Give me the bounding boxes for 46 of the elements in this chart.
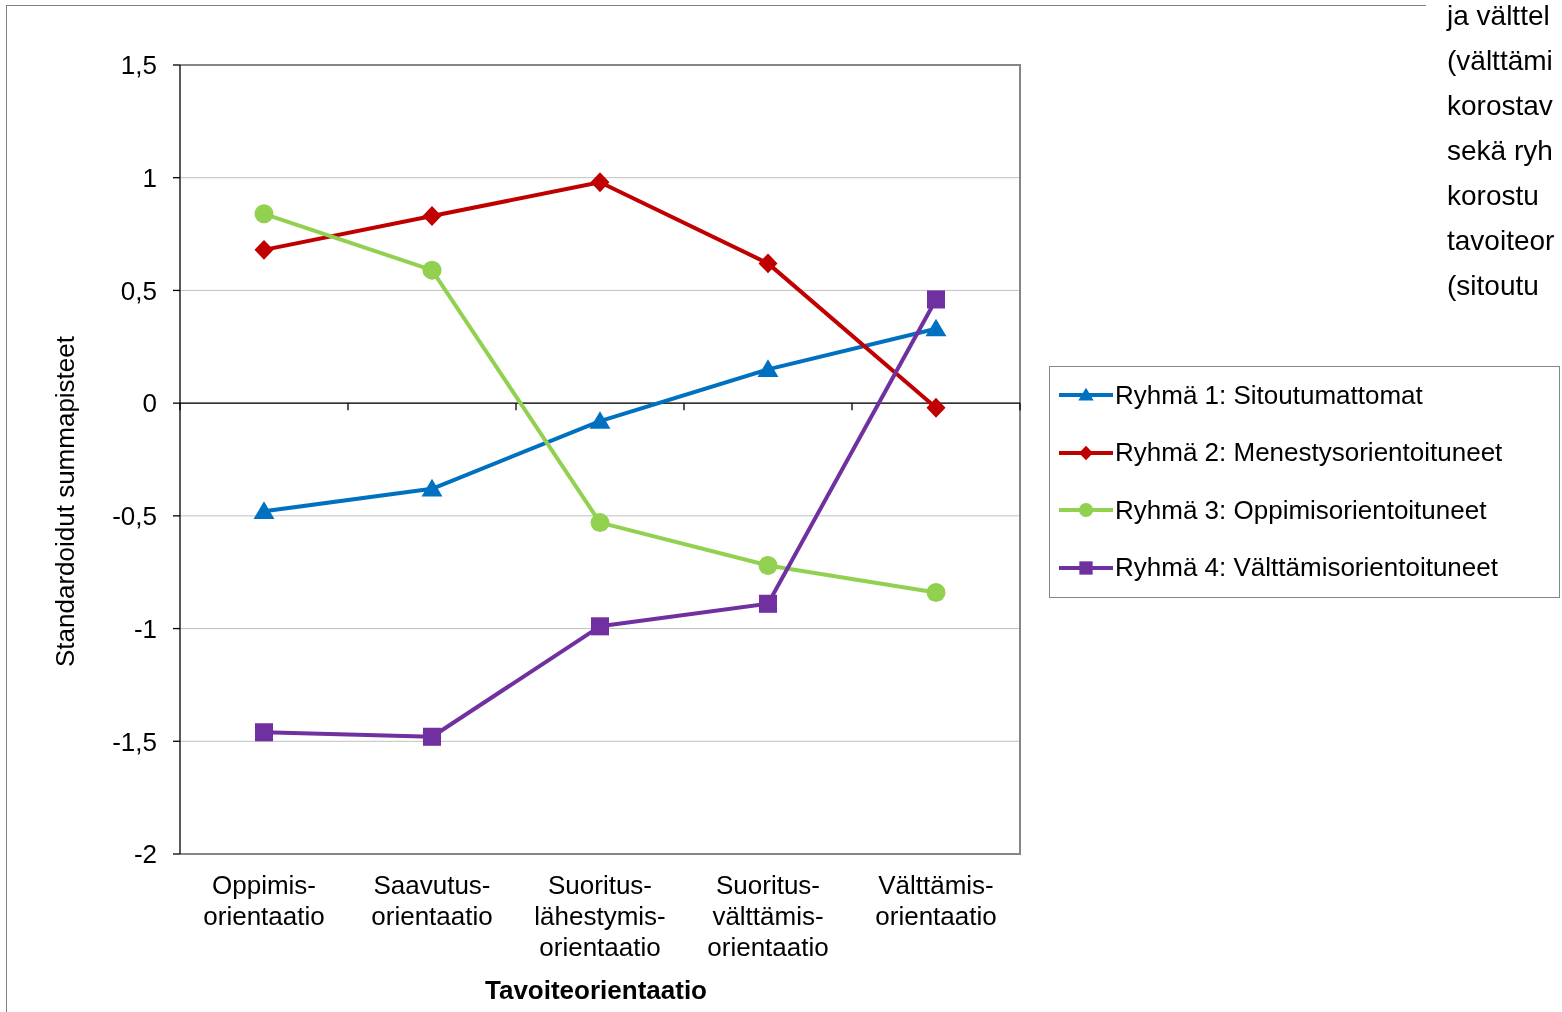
y-tick-label: -1: [133, 613, 157, 644]
point: [590, 172, 610, 193]
point: [925, 318, 947, 337]
x-tick-label: Suoritus-lähestymis-orientaatio: [534, 870, 666, 962]
point: [254, 239, 274, 260]
text: ja välttel: [1447, 0, 1550, 33]
point: [758, 594, 778, 613]
point: [421, 478, 443, 497]
point: [253, 501, 275, 519]
y-axis-title: Standardoidut summapisteet: [50, 335, 80, 667]
text: korostu: [1447, 179, 1539, 213]
text: (sitoutu: [1447, 269, 1539, 303]
point: [926, 397, 946, 418]
point: [758, 253, 778, 274]
point: [590, 617, 610, 636]
y-tick-label: 0: [142, 388, 157, 419]
point: [422, 206, 442, 227]
legend-label: Ryhmä 4: Välttämisorientoituneet: [1115, 552, 1498, 584]
point: [926, 290, 946, 309]
point: [254, 723, 274, 742]
point: [589, 411, 611, 429]
point: [758, 555, 778, 575]
legend-label: Ryhmä 1: Sitoutumattomat: [1115, 379, 1423, 411]
y-tick-label: -2: [133, 839, 157, 870]
y-tick-label: -0,5: [112, 501, 157, 532]
y-tick-label: 1: [142, 162, 157, 193]
point: [422, 727, 442, 746]
text: tavoiteor: [1447, 224, 1555, 258]
point: [422, 260, 442, 280]
x-axis-title: Tavoiteorientaatio: [484, 975, 708, 1005]
x-tick-label: Saavutus-orientaatio: [371, 870, 493, 931]
y-tick-label: 1,5: [120, 50, 157, 81]
text: korostav: [1447, 89, 1553, 123]
y-tick-label: 0,5: [120, 275, 157, 306]
point: [926, 583, 946, 602]
x-tick-label: Välttämis-orientaatio: [875, 870, 997, 931]
y-tick-label: -1,5: [112, 726, 157, 757]
text: (välttämi: [1447, 44, 1553, 78]
legend-label: Ryhmä 2: Menestysorientoituneet: [1115, 437, 1503, 469]
point: [757, 359, 779, 377]
point: [590, 513, 610, 533]
x-tick-label: Suoritus-välttämis-orientaatio: [707, 870, 829, 962]
text: sekä ryh: [1447, 134, 1553, 168]
legend-label: Ryhmä 3: Oppimisorientoituneet: [1115, 494, 1487, 526]
x-tick-label: Oppimis-orientaatio: [203, 870, 325, 931]
point: [254, 204, 274, 224]
